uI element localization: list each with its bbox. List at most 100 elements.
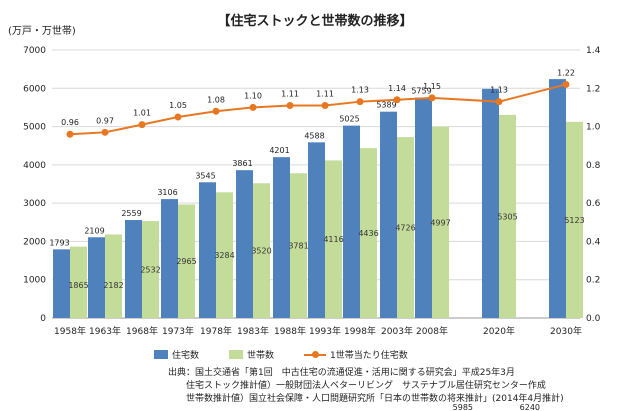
x-tick-label: 2020年	[483, 325, 515, 337]
data-label-households: 3781	[288, 242, 308, 251]
data-label-households: 4726	[395, 224, 415, 233]
ratio-point	[356, 98, 364, 106]
ratio-point	[138, 121, 146, 129]
y-tick-label-left: 1000	[23, 276, 46, 286]
legend-item-ratio: 1世帯当たり住宅数	[304, 348, 408, 361]
ratio-point	[321, 102, 329, 110]
x-tick-label: 1978年	[200, 325, 232, 337]
bar-housing	[236, 170, 253, 318]
ratio-point	[101, 128, 109, 136]
y-tick-label-left: 7000	[23, 46, 46, 56]
data-label-ratio: 1.11	[316, 90, 334, 99]
data-label-housing: 4201	[269, 146, 289, 155]
bar-households	[432, 126, 449, 319]
bar-housing	[273, 157, 290, 318]
bar-housing	[380, 111, 397, 318]
bar-households	[360, 148, 377, 318]
bar-housing	[88, 237, 105, 318]
ratio-point	[428, 94, 436, 102]
bar-housing	[199, 182, 216, 318]
data-label-ratio: 1.13	[490, 86, 508, 95]
bar-housing	[53, 249, 70, 318]
y-tick-label-right: 0.6	[586, 199, 601, 209]
ratio-point	[562, 80, 570, 88]
data-label-households: 1865	[68, 281, 88, 290]
chart-title: 【住宅ストックと世帯数の推移】	[217, 14, 413, 29]
bar-households	[566, 121, 583, 318]
data-label-housing: 5389	[376, 101, 396, 110]
y-tick-label-right: 0.2	[586, 276, 600, 286]
source-line: 世帯数推計値）国立社会保障・人口問題研究所「日本の世帯数の将来推計」(2014年…	[186, 394, 564, 404]
data-label-households: 4116	[323, 235, 343, 244]
source-line: 住宅ストック推計値）一般財団法人ベターリビング サステナブル居住研究センター作成	[186, 381, 546, 391]
data-label-housing: 6240	[520, 403, 540, 411]
ratio-point	[286, 102, 294, 110]
legend-item-households: 世帯数	[229, 348, 274, 361]
y-tick-label-left: 3000	[23, 199, 46, 209]
y-tick-label-right: 1.4	[586, 46, 601, 56]
data-label-households: 4436	[358, 229, 378, 238]
y-tick-label-left: 5000	[23, 123, 46, 133]
data-label-households: 5123	[564, 216, 584, 225]
y-tick-label-left: 6000	[23, 84, 46, 94]
data-label-households: 2965	[176, 257, 196, 266]
data-label-housing: 1793	[49, 238, 69, 247]
bar-housing	[343, 125, 360, 318]
bar-housing	[482, 88, 499, 318]
x-tick-label: 2003年	[381, 325, 413, 337]
data-label-households: 5305	[497, 212, 517, 221]
x-tick-label: 2008年	[416, 325, 448, 337]
bar-housing	[161, 199, 178, 318]
bar-households	[397, 137, 414, 318]
y-tick-label-left: 4000	[23, 161, 46, 171]
data-label-households: 3284	[214, 251, 234, 260]
data-label-households: 2532	[140, 266, 160, 275]
data-label-housing: 5759	[411, 87, 431, 96]
source-line: 出典：国土交通省「第1回 中古住宅の流通促進・活用に関する研究会」平成25年3月	[168, 368, 515, 378]
data-label-housing: 3861	[232, 159, 252, 168]
legend-item-housing: 住宅数	[154, 348, 199, 361]
x-tick-label: 1993年	[309, 325, 341, 337]
y-tick-label-right: 1.0	[586, 123, 601, 133]
data-label-households: 2182	[103, 281, 123, 290]
ratio-point	[212, 107, 220, 115]
legend-swatch-housing	[154, 350, 168, 359]
y-tick-label-left: 0	[40, 314, 46, 324]
y-tick-label-left: 2000	[23, 237, 46, 247]
data-label-housing: 5025	[339, 115, 359, 124]
data-label-ratio: 1.08	[207, 95, 225, 104]
bar-housing	[549, 79, 566, 319]
data-label-ratio: 1.01	[133, 109, 151, 118]
legend-swatch-households	[229, 350, 244, 359]
bar-housing	[125, 220, 142, 318]
bar-households	[105, 234, 122, 318]
bar-households	[216, 192, 233, 318]
y-tick-label-right: 0.8	[586, 161, 601, 171]
bar-households	[253, 183, 270, 318]
x-tick-label: 1958年	[54, 325, 86, 337]
bar-households	[70, 246, 87, 318]
data-label-ratio: 0.97	[96, 116, 114, 125]
bar-households	[325, 160, 342, 318]
legend-label-households: 世帯数	[247, 351, 275, 361]
legend: 住宅数 世帯数 1世帯当たり住宅数	[154, 348, 408, 361]
x-tick-label: 2030年	[550, 325, 582, 337]
data-label-ratio: 0.96	[61, 118, 79, 127]
data-label-housing: 4588	[304, 131, 324, 140]
x-tick-label: 1998年	[344, 325, 376, 337]
data-label-ratio: 1.05	[169, 101, 187, 110]
data-label-housing: 3545	[195, 171, 215, 180]
bar-housing	[415, 97, 432, 318]
bar-households	[499, 114, 516, 318]
legend-label-housing: 住宅数	[172, 351, 200, 361]
data-label-housing: 3106	[157, 188, 177, 197]
y-tick-label-right: 0.0	[586, 314, 601, 324]
data-label-ratio: 1.10	[244, 91, 262, 100]
legend-label-ratio: 1世帯当たり住宅数	[330, 351, 408, 361]
ratio-point	[66, 130, 74, 138]
data-label-housing: 5985	[453, 403, 473, 411]
x-tick-label: 1973年	[162, 325, 194, 337]
bar-housing	[308, 142, 325, 318]
legend-swatch-ratio	[304, 350, 327, 359]
